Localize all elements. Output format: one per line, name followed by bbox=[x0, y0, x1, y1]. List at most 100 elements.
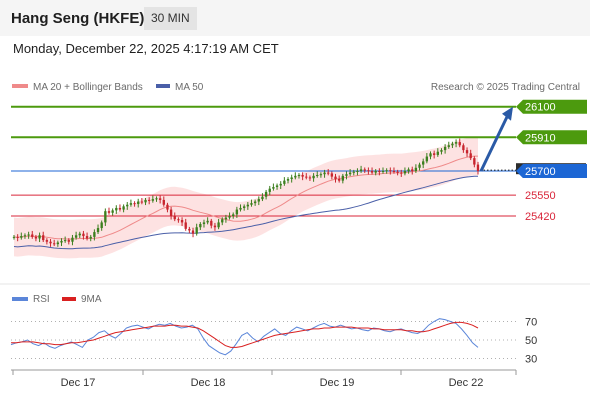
candle-body bbox=[385, 170, 388, 172]
candle-body bbox=[111, 210, 114, 213]
ma20-legend-label: MA 20 + Bollinger Bands bbox=[33, 82, 143, 93]
candle-body bbox=[129, 203, 133, 205]
candle-body bbox=[27, 234, 30, 236]
candle-body bbox=[173, 215, 176, 220]
candle-body bbox=[352, 171, 355, 173]
candle-body bbox=[374, 171, 377, 173]
candle-body bbox=[93, 232, 96, 237]
candle-body bbox=[144, 199, 147, 203]
candle-body bbox=[49, 241, 52, 244]
level-label-25910: 25910 bbox=[525, 132, 556, 144]
candle-body bbox=[31, 234, 34, 237]
candle-body bbox=[177, 219, 180, 221]
candle-body bbox=[155, 198, 158, 200]
ma20-legend-swatch bbox=[12, 84, 28, 88]
candle-body bbox=[283, 180, 286, 184]
x-tick-label-2: Dec 19 bbox=[320, 377, 355, 389]
candle-body bbox=[403, 171, 407, 174]
candle-body bbox=[381, 171, 385, 172]
candle-body bbox=[451, 143, 454, 146]
candle-body bbox=[370, 171, 374, 173]
candle-body bbox=[118, 207, 122, 210]
candle-body bbox=[447, 145, 450, 147]
candle-body bbox=[202, 222, 206, 225]
candle-body bbox=[104, 211, 107, 223]
candle-body bbox=[286, 179, 290, 181]
candle-body bbox=[312, 175, 315, 179]
candle-body bbox=[82, 233, 85, 237]
rsi-tick-50: 50 bbox=[525, 335, 537, 347]
candle-body bbox=[162, 199, 165, 205]
candle-body bbox=[85, 236, 89, 239]
candle-body bbox=[436, 151, 439, 155]
candle-body bbox=[392, 171, 396, 172]
candle-body bbox=[217, 222, 220, 228]
candle-body bbox=[232, 214, 235, 216]
candle-body bbox=[122, 206, 125, 210]
candle-body bbox=[400, 172, 403, 174]
candle-body bbox=[210, 220, 213, 226]
candle-body bbox=[367, 170, 370, 172]
candle-body bbox=[294, 175, 297, 178]
candle-body bbox=[184, 222, 187, 229]
datetime-label: Monday, December 22, 2025 4:17:19 AM CET bbox=[13, 41, 279, 56]
candle-body bbox=[429, 153, 432, 157]
candle-body bbox=[411, 169, 414, 171]
ma50-line bbox=[13, 175, 479, 250]
candle-body bbox=[432, 153, 436, 155]
header-bar: Hang Seng (HKFE) 30 MIN bbox=[0, 0, 590, 36]
candle-body bbox=[191, 230, 195, 234]
candle-body bbox=[473, 158, 476, 165]
candle-body bbox=[166, 204, 169, 210]
candle-body bbox=[34, 236, 38, 239]
candle-body bbox=[253, 201, 257, 204]
x-axis: Dec 17 Dec 18 Dec 19 Dec 22 bbox=[12, 370, 517, 389]
rsi-tick-30: 30 bbox=[525, 354, 537, 366]
candle-body bbox=[158, 198, 162, 200]
candle-body bbox=[239, 207, 242, 210]
candle-body bbox=[42, 235, 45, 241]
candle-body bbox=[60, 240, 63, 243]
candle-body bbox=[465, 150, 469, 154]
candle-body bbox=[389, 170, 392, 172]
candle-body bbox=[469, 153, 472, 159]
candle-body bbox=[440, 150, 443, 152]
candle-body bbox=[71, 237, 74, 242]
candle-body bbox=[275, 185, 279, 188]
level-label-25420: 25420 bbox=[525, 211, 556, 223]
candle-body bbox=[327, 172, 330, 174]
price-panel: 26100259102570025550254202570025700 bbox=[11, 99, 587, 259]
candle-body bbox=[345, 174, 348, 176]
candle-body bbox=[297, 175, 301, 177]
candle-body bbox=[458, 142, 461, 146]
x-tick-label-0: Dec 17 bbox=[61, 377, 96, 389]
x-tick-label-3: Dec 22 bbox=[449, 377, 484, 389]
rsi-line bbox=[10, 318, 479, 356]
candle-body bbox=[115, 207, 118, 211]
timeframe-button[interactable]: 30 MIN bbox=[144, 7, 197, 30]
candle-body bbox=[334, 176, 337, 180]
candle-body bbox=[56, 242, 60, 245]
candle-body bbox=[63, 240, 67, 242]
candle-body bbox=[308, 177, 312, 179]
candle-body bbox=[151, 199, 155, 201]
candle-body bbox=[67, 240, 70, 242]
candle-body bbox=[224, 217, 228, 220]
candle-body bbox=[279, 183, 282, 186]
candle-body bbox=[221, 219, 224, 223]
forecast-arrow-shaft bbox=[479, 112, 511, 172]
candle-body bbox=[195, 227, 198, 234]
candle-body bbox=[257, 199, 260, 202]
rsi-legend-label: RSI bbox=[33, 294, 50, 305]
candle-body bbox=[363, 169, 366, 171]
candle-body bbox=[199, 224, 202, 228]
candle-body bbox=[213, 225, 217, 228]
level-tag-25910 bbox=[516, 130, 587, 145]
candle-body bbox=[250, 203, 253, 205]
candle-body bbox=[140, 201, 144, 203]
candle-body bbox=[356, 171, 359, 172]
candle-body bbox=[319, 174, 323, 176]
candle-body bbox=[235, 209, 239, 215]
rsi-panel: 70 50 30 bbox=[10, 317, 537, 366]
